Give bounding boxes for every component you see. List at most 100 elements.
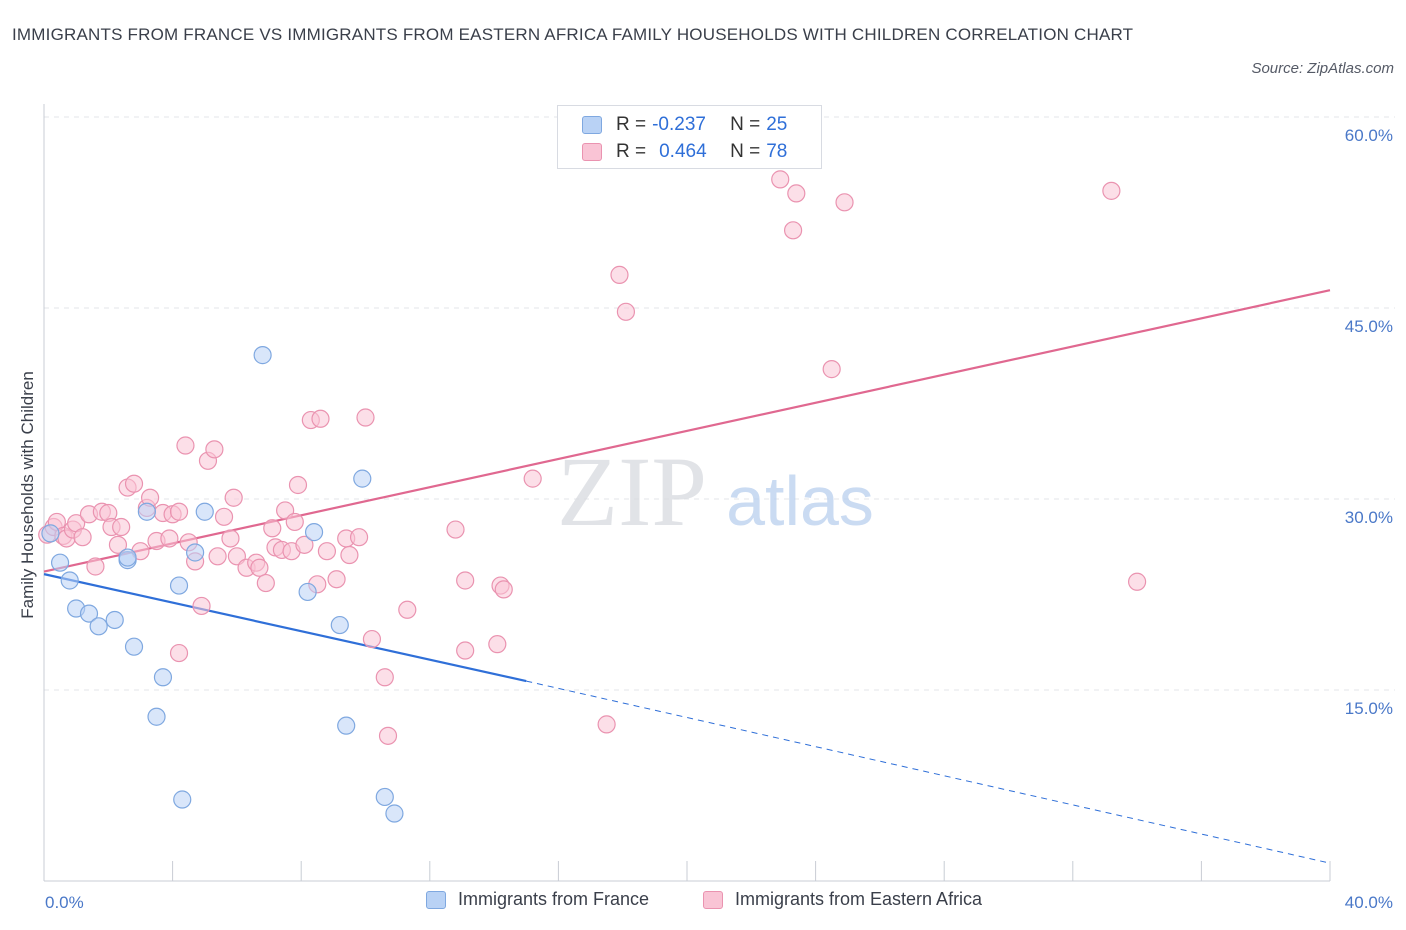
point-france: [147, 707, 166, 726]
point-eastern-africa: [616, 302, 636, 321]
point-eastern-africa: [1102, 181, 1121, 200]
point-eastern-africa: [349, 528, 369, 547]
point-eastern-africa: [362, 629, 382, 649]
point-eastern-africa: [597, 715, 616, 734]
point-france: [375, 787, 394, 807]
point-france: [60, 571, 79, 590]
point-eastern-africa: [285, 512, 304, 532]
data-points: [38, 170, 1147, 823]
y-tick-label: 45.0%: [1345, 317, 1393, 336]
n-value: 25: [766, 114, 788, 135]
point-eastern-africa: [256, 573, 275, 593]
point-france: [173, 790, 192, 809]
n-value: 78: [766, 141, 788, 162]
point-eastern-africa: [771, 170, 790, 189]
point-eastern-africa: [124, 474, 144, 493]
point-eastern-africa: [263, 519, 282, 538]
r-value: 0.464: [659, 141, 707, 162]
point-france: [89, 617, 108, 636]
point-eastern-africa: [398, 600, 417, 619]
point-eastern-africa: [446, 520, 465, 539]
point-eastern-africa: [73, 528, 92, 547]
trend-line-eastern-africa: [43, 289, 1331, 573]
y-tick-label: 30.0%: [1345, 508, 1393, 527]
point-eastern-africa: [311, 409, 330, 428]
point-eastern-africa: [169, 502, 189, 521]
tick-labels: 15.0% 30.0% 45.0% 60.0% 0.0% 40.0%: [45, 126, 1393, 912]
n-label: N =: [730, 141, 761, 162]
point-eastern-africa: [205, 440, 224, 459]
point-eastern-africa: [356, 408, 375, 427]
point-eastern-africa: [456, 571, 475, 590]
legend-label-france: Immigrants from France: [458, 889, 650, 909]
point-eastern-africa: [787, 184, 806, 203]
swatch-eastern-africa: [582, 143, 602, 161]
point-france: [137, 502, 156, 521]
watermark: ZIP atlas: [557, 436, 874, 547]
point-eastern-africa: [327, 570, 346, 589]
point-eastern-africa: [112, 517, 131, 537]
trend-line-france-extension: [526, 680, 1331, 864]
point-france: [186, 543, 205, 562]
trend-line-france: [43, 573, 527, 683]
watermark-zip: ZIP: [557, 436, 707, 547]
point-eastern-africa: [108, 535, 128, 554]
point-eastern-africa: [288, 475, 308, 495]
point-france: [41, 524, 60, 543]
point-eastern-africa: [1127, 572, 1147, 591]
x-tick-label: 0.0%: [45, 893, 84, 912]
point-eastern-africa: [214, 507, 234, 526]
point-france: [353, 469, 372, 488]
watermark-atlas: atlas: [726, 462, 874, 540]
legend-swatch-eastern-africa: [703, 890, 723, 909]
point-france: [385, 804, 404, 823]
r-value: -0.237: [652, 114, 706, 135]
point-eastern-africa: [160, 529, 179, 548]
point-france: [105, 610, 124, 630]
point-france: [195, 502, 214, 521]
point-eastern-africa: [176, 436, 195, 455]
swatch-france: [582, 116, 602, 134]
point-france: [253, 346, 272, 365]
series-legend: Immigrants from France Immigrants from E…: [0, 889, 1406, 915]
point-eastern-africa: [86, 557, 105, 576]
point-eastern-africa: [822, 360, 841, 379]
r-label: R =: [616, 141, 647, 162]
point-eastern-africa: [169, 643, 189, 663]
point-eastern-africa: [610, 265, 629, 284]
stats-legend: R = -0.237 N = 25 R = 0.464 N = 78: [557, 105, 822, 169]
point-eastern-africa: [224, 488, 243, 507]
point-eastern-africa: [375, 668, 394, 687]
y-tick-label: 15.0%: [1345, 699, 1393, 718]
point-france: [124, 637, 144, 656]
r-label: R =: [616, 114, 647, 135]
source-label: Source: ZipAtlas.com: [1251, 60, 1394, 77]
point-eastern-africa: [494, 580, 513, 599]
point-france: [337, 716, 356, 735]
point-eastern-africa: [221, 529, 240, 548]
stats-legend-row-france: R = -0.237 N = 25: [582, 112, 787, 138]
legend-swatch-france: [426, 890, 446, 909]
y-tick-label: 60.0%: [1345, 126, 1393, 145]
point-eastern-africa: [340, 545, 359, 565]
point-eastern-africa: [488, 635, 507, 654]
point-eastern-africa: [192, 596, 211, 616]
gridlines: [44, 116, 1395, 691]
trend-lines: [43, 289, 1331, 864]
axes: [43, 104, 1331, 882]
point-france: [298, 582, 317, 602]
point-france: [169, 576, 189, 595]
stats-legend-row-eastern-africa: R = 0.464 N = 78: [582, 139, 787, 165]
point-eastern-africa: [250, 558, 269, 577]
legend-item-france: Immigrants from France: [426, 889, 649, 910]
point-eastern-africa: [783, 221, 803, 240]
point-france: [330, 615, 349, 635]
legend-item-eastern-africa: Immigrants from Eastern Africa: [703, 889, 982, 910]
point-eastern-africa: [523, 469, 542, 488]
point-eastern-africa: [208, 547, 227, 566]
point-eastern-africa: [378, 726, 398, 745]
point-eastern-africa: [456, 641, 475, 660]
point-france: [118, 548, 137, 567]
point-eastern-africa: [295, 535, 314, 554]
